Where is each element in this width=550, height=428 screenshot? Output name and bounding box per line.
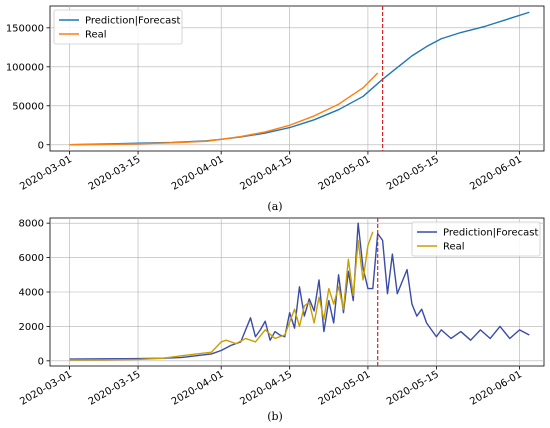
panel-label: (b) — [267, 410, 283, 423]
x-tick-label: 2020-04-15 — [238, 369, 294, 408]
series-line-2 — [69, 72, 379, 146]
legend-box — [53, 9, 183, 45]
x-tick-label: 2020-04-15 — [238, 154, 294, 193]
x-tick-label: 2020-05-01 — [317, 154, 373, 193]
x-tick-label: 2020-03-01 — [18, 369, 74, 408]
y-tick-label: 150000 — [6, 23, 44, 34]
x-tick-label: 2020-03-15 — [87, 154, 143, 193]
legend: Prediction|Forecast Real — [53, 9, 183, 45]
x-tick-label: 2020-06-01 — [468, 154, 524, 193]
y-tick-label: 6000 — [19, 253, 44, 264]
panel-label: (a) — [267, 200, 282, 213]
legend-label: Prediction|Forecast — [85, 16, 180, 27]
y-tick-label: 100000 — [6, 62, 44, 73]
y-tick-label: 8000 — [19, 219, 44, 230]
x-tick-label: 2020-05-01 — [317, 369, 373, 408]
x-tick-label: 2020-06-01 — [468, 369, 524, 408]
series-line-2 — [69, 231, 374, 361]
legend-label: Real — [85, 30, 107, 41]
legend-label: Real — [443, 242, 465, 253]
y-tick-label: 2000 — [19, 322, 44, 333]
x-tick-label: 2020-03-01 — [18, 154, 74, 193]
chart-panel-2: 2020-03-01 2020-03-15 2020-04-01 2020-04-15… — [18, 217, 545, 423]
chart-panel-1: 2020-03-01 2020-03-15 2020-04-01 2020-04-15… — [6, 5, 545, 213]
y-tick-label: 0 — [38, 140, 44, 151]
legend-box — [411, 221, 541, 257]
x-tick-label: 2020-05-15 — [385, 369, 441, 408]
x-tick-label: 2020-05-15 — [385, 154, 441, 193]
series-line-1 — [69, 222, 530, 360]
y-tick-label: 50000 — [12, 101, 44, 112]
x-tick-label: 2020-03-15 — [87, 369, 143, 408]
y-tick-label: 0 — [38, 356, 44, 367]
y-tick-label: 4000 — [19, 288, 44, 299]
x-tick-label: 2020-04-01 — [170, 369, 226, 408]
x-tick-label: 2020-04-01 — [170, 154, 226, 193]
legend: Prediction|Forecast Real — [411, 221, 541, 257]
legend-label: Prediction|Forecast — [443, 228, 538, 239]
